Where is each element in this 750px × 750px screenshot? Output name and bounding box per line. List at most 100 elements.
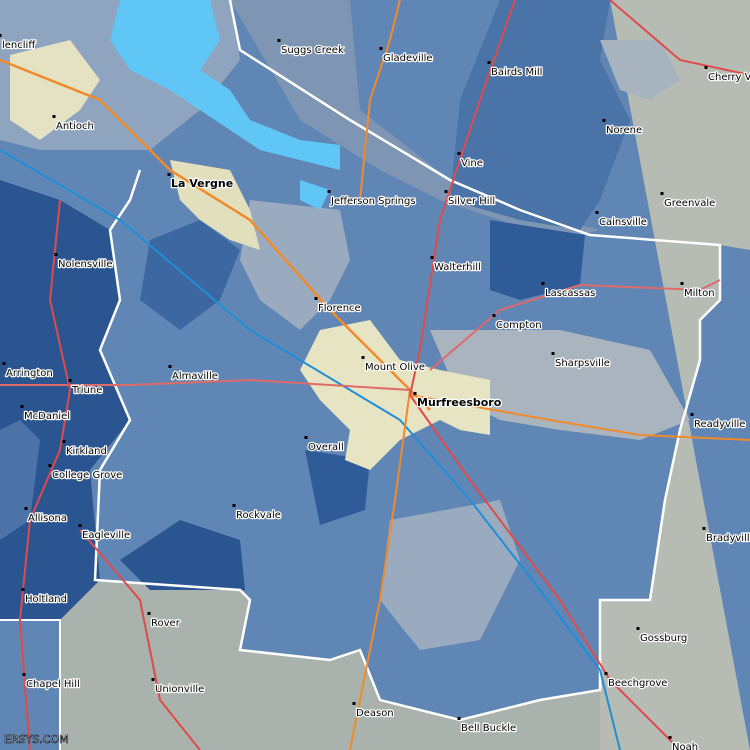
place-marker bbox=[660, 192, 664, 195]
place-label: College Grove bbox=[52, 470, 122, 481]
place-marker bbox=[147, 612, 151, 615]
place-label: Silver Hill bbox=[448, 196, 495, 207]
place-label: Readyville bbox=[694, 419, 745, 430]
place-marker bbox=[430, 256, 434, 259]
region bbox=[140, 220, 240, 330]
place-marker bbox=[487, 61, 491, 64]
road bbox=[429, 279, 721, 371]
place-label: Greenvale bbox=[664, 198, 715, 209]
place-marker bbox=[54, 253, 58, 256]
interstate bbox=[0, 149, 621, 750]
lake bbox=[300, 180, 330, 210]
lake bbox=[110, 0, 340, 170]
place-label: Milton bbox=[684, 288, 715, 299]
place-label: Chapel Hill bbox=[26, 679, 80, 690]
place-marker bbox=[690, 413, 694, 416]
place-label: Bairds Mill bbox=[491, 67, 542, 78]
place-marker bbox=[24, 507, 28, 510]
place-label: Nolensville bbox=[58, 259, 112, 270]
region-dark bbox=[0, 180, 130, 620]
place-label: Walterhill bbox=[434, 262, 481, 273]
place-label: Rockvale bbox=[236, 510, 281, 521]
place-marker bbox=[636, 627, 640, 630]
place-marker bbox=[457, 152, 461, 155]
place-marker bbox=[352, 702, 356, 705]
road bbox=[409, 0, 516, 396]
place-marker bbox=[0, 34, 2, 37]
place-marker bbox=[48, 464, 52, 467]
place-label: Noah bbox=[672, 742, 698, 750]
region-light bbox=[600, 40, 680, 100]
region-dark bbox=[490, 220, 585, 300]
place-marker bbox=[277, 39, 281, 42]
place-label: Overall bbox=[308, 442, 344, 453]
place-marker bbox=[168, 365, 172, 368]
place-label: Suggs Creek bbox=[281, 45, 344, 56]
region-dark bbox=[305, 450, 370, 525]
place-label: Arrington bbox=[6, 368, 53, 379]
place-label: Holtland bbox=[25, 594, 67, 605]
place-label: Murfreesboro bbox=[417, 396, 502, 409]
place-label: McDaniel bbox=[24, 411, 70, 422]
place-label: lencliff bbox=[2, 40, 36, 51]
place-label: Rover bbox=[151, 618, 181, 629]
place-label: Bell Buckle bbox=[461, 723, 516, 734]
place-label: Florence bbox=[318, 303, 361, 314]
road bbox=[0, 378, 411, 391]
place-marker bbox=[327, 190, 331, 193]
region-light bbox=[380, 500, 520, 650]
place-label: Eagleville bbox=[82, 530, 130, 541]
place-label: Triune bbox=[71, 385, 102, 396]
place-label: Bradyville bbox=[706, 533, 750, 544]
place-label: Mount Olive bbox=[365, 362, 425, 373]
place-marker bbox=[62, 440, 66, 443]
place-marker bbox=[604, 672, 608, 675]
place-marker bbox=[2, 362, 6, 365]
watermark: ERSYS.COM bbox=[4, 733, 69, 746]
place-marker bbox=[68, 379, 72, 382]
place-label: Gossburg bbox=[640, 633, 687, 644]
place-label: Beechgrove bbox=[608, 678, 667, 689]
place-label: Antioch bbox=[56, 121, 94, 132]
region-light bbox=[240, 200, 350, 330]
urban-area bbox=[10, 40, 100, 140]
place-marker bbox=[361, 356, 365, 359]
outer-county bbox=[60, 580, 600, 750]
region-light bbox=[430, 330, 690, 440]
place-label: Cherry V bbox=[708, 72, 750, 83]
place-marker bbox=[314, 297, 318, 300]
place-marker bbox=[413, 392, 417, 395]
place-marker bbox=[704, 66, 708, 69]
place-marker bbox=[20, 405, 24, 408]
place-marker bbox=[457, 717, 461, 720]
region bbox=[230, 0, 600, 240]
region bbox=[0, 420, 40, 540]
place-marker bbox=[304, 436, 308, 439]
place-label: Sharpsville bbox=[555, 358, 610, 369]
place-marker bbox=[668, 736, 672, 739]
place-label: Deason bbox=[356, 708, 394, 719]
highway bbox=[359, 0, 401, 201]
place-label: Almaville bbox=[172, 371, 218, 382]
place-marker bbox=[602, 119, 606, 122]
place-marker bbox=[151, 678, 155, 681]
place-label: Norene bbox=[606, 125, 642, 136]
place-marker bbox=[78, 524, 82, 527]
place-marker bbox=[702, 527, 706, 530]
place-labels: lencliff Suggs Creek Gladeville Bairds Mill… bbox=[0, 34, 750, 750]
highway bbox=[349, 389, 411, 750]
urban-area bbox=[300, 320, 490, 470]
place-label: Jefferson Springs bbox=[330, 196, 416, 207]
urban-area bbox=[170, 160, 260, 250]
place-marker bbox=[379, 47, 383, 50]
outer-county bbox=[600, 0, 750, 750]
place-marker bbox=[541, 282, 545, 285]
place-marker bbox=[21, 588, 25, 591]
place-label: Compton bbox=[496, 320, 542, 331]
road bbox=[609, 0, 750, 76]
county-boundary bbox=[93, 0, 722, 722]
highway bbox=[409, 394, 750, 441]
place-label: Allisona bbox=[28, 513, 67, 524]
place-marker bbox=[52, 115, 56, 118]
